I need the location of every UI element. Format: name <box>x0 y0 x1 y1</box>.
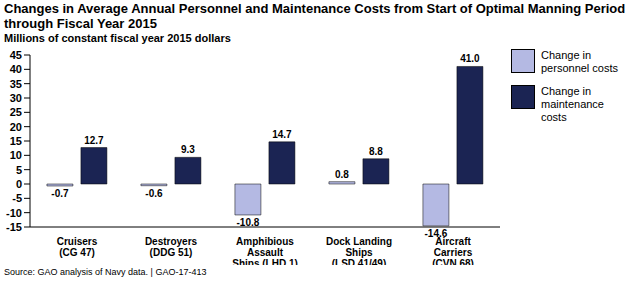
svg-text:41.0: 41.0 <box>460 53 480 64</box>
svg-text:15: 15 <box>10 135 22 147</box>
svg-text:-10: -10 <box>8 207 22 219</box>
svg-text:8.8: 8.8 <box>369 146 383 157</box>
svg-text:9.3: 9.3 <box>181 144 195 155</box>
svg-text:12.7: 12.7 <box>84 135 104 146</box>
html-text:Millions of constant fiscal ye: Millions of constant fiscal year 2015 do… <box>4 32 231 44</box>
svg-text:30: 30 <box>10 92 22 104</box>
svg-text:Cruisers(CG 47): Cruisers(CG 47) <box>57 236 98 258</box>
svg-text:-0.7: -0.7 <box>51 188 69 199</box>
svg-text:25: 25 <box>10 106 22 118</box>
svg-text:-14.6: -14.6 <box>425 228 448 239</box>
svg-text:40: 40 <box>10 63 22 75</box>
svg-text:Destroyers(DDG 51): Destroyers(DDG 51) <box>145 236 198 258</box>
html-text:Changes in Average Annual Pers: Changes in Average Annual Personnel and … <box>4 1 626 31</box>
html-text:Change in maintenance costs: Change in maintenance costs <box>541 85 604 123</box>
svg-text:-15: -15 <box>8 221 22 233</box>
html-text:Source: GAO analysis of Navy d: Source: GAO analysis of Navy data. | GAO… <box>4 267 207 277</box>
svg-text:-5: -5 <box>12 192 22 204</box>
svg-text:AircraftCarriers(CVN 68): AircraftCarriers(CVN 68) <box>432 236 474 265</box>
svg-text:AmphibiousAssaultShips (LHD 1): AmphibiousAssaultShips (LHD 1) <box>232 236 298 265</box>
svg-text:14.7: 14.7 <box>272 129 292 140</box>
svg-text:20: 20 <box>10 121 22 133</box>
svg-text:35: 35 <box>10 78 22 90</box>
svg-text:10: 10 <box>10 149 22 161</box>
html-text:Change in personnel costs: Change in personnel costs <box>541 49 618 74</box>
svg-text:Dock LandingShips(LSD 41/49): Dock LandingShips(LSD 41/49) <box>326 236 392 265</box>
svg-text:45: 45 <box>10 49 22 61</box>
svg-text:0: 0 <box>16 178 22 190</box>
svg-text:5: 5 <box>16 164 22 176</box>
svg-text:-10.8: -10.8 <box>237 217 260 228</box>
svg-text:-0.6: -0.6 <box>145 188 163 199</box>
svg-text:0.8: 0.8 <box>335 169 349 180</box>
